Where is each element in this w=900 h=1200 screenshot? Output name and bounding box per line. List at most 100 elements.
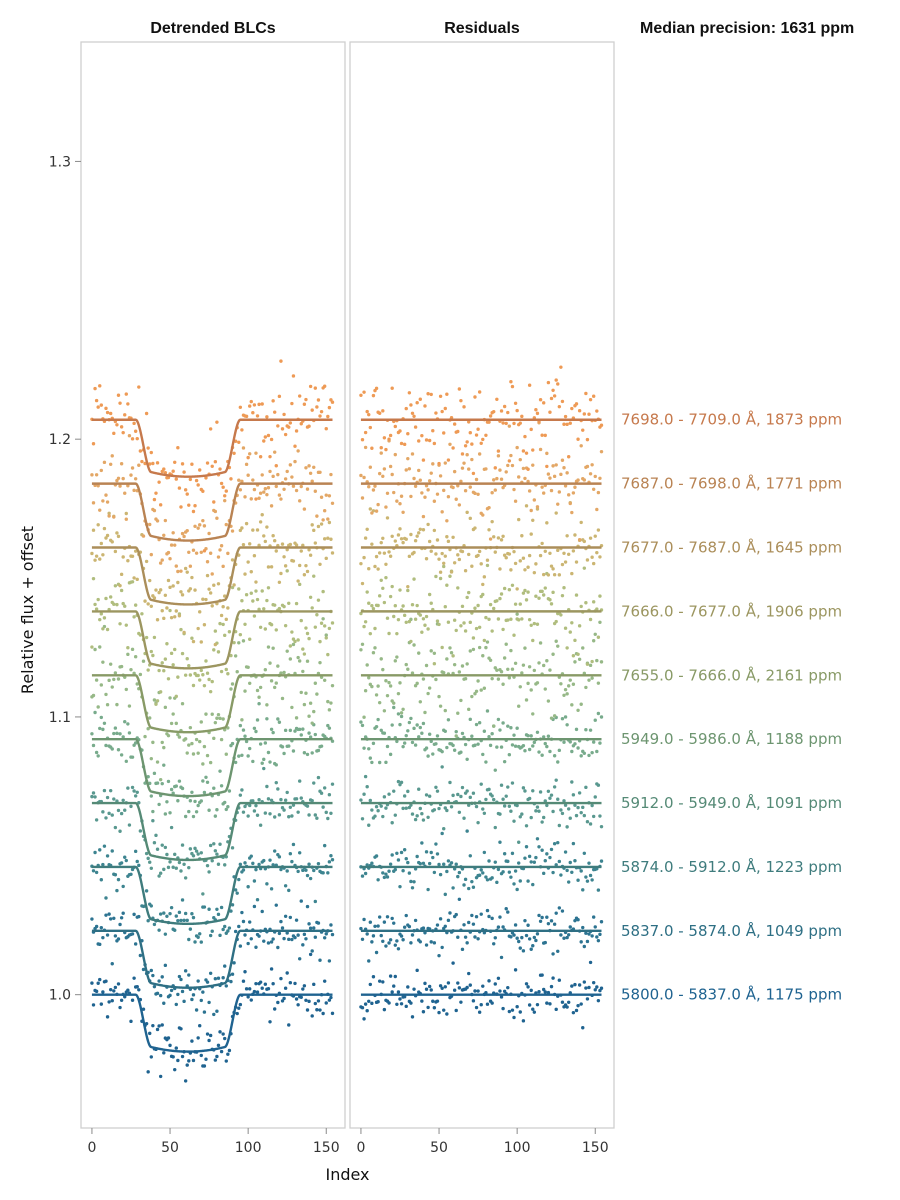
residual-point xyxy=(418,527,422,531)
data-point xyxy=(216,862,221,866)
data-point xyxy=(305,1008,310,1012)
residual-point xyxy=(421,721,426,726)
residual-point xyxy=(593,795,597,799)
data-point xyxy=(273,815,277,819)
data-point xyxy=(241,919,246,924)
residual-point xyxy=(582,851,587,856)
data-point xyxy=(248,987,252,991)
data-point xyxy=(269,565,274,569)
data-point xyxy=(265,525,269,529)
x-tick-label: 50 xyxy=(430,1140,448,1156)
residual-point xyxy=(465,829,469,833)
data-point xyxy=(91,442,96,446)
residual-point xyxy=(471,636,476,640)
residual-point xyxy=(442,431,446,435)
transit-model-line xyxy=(91,865,333,926)
residual-point xyxy=(507,588,512,592)
data-point xyxy=(124,759,128,764)
data-point xyxy=(174,564,178,568)
data-point xyxy=(269,967,274,971)
data-point xyxy=(94,398,99,403)
data-point xyxy=(98,557,102,561)
residual-point xyxy=(520,534,524,538)
residual-point xyxy=(593,925,597,929)
residual-point xyxy=(590,659,594,664)
data-point xyxy=(188,673,193,677)
residual-point xyxy=(559,365,563,369)
data-point xyxy=(98,848,102,852)
residual-point xyxy=(399,780,404,785)
residual-point xyxy=(499,745,504,749)
data-point xyxy=(327,998,332,1002)
data-point xyxy=(118,922,122,927)
residual-point xyxy=(584,727,588,732)
residual-point xyxy=(413,617,418,621)
residual-point xyxy=(421,818,426,822)
residual-point xyxy=(529,988,533,993)
data-point xyxy=(119,916,124,920)
residual-point xyxy=(538,641,543,645)
residual-point xyxy=(388,938,393,942)
residual-point xyxy=(557,859,562,864)
residual-point xyxy=(371,488,376,492)
data-point xyxy=(107,1000,111,1004)
residual-point xyxy=(398,429,402,433)
residual-point xyxy=(368,425,373,430)
data-point xyxy=(238,793,243,797)
residual-point xyxy=(501,534,505,538)
data-point xyxy=(294,997,299,1001)
residual-point xyxy=(379,540,383,545)
data-point xyxy=(173,647,177,652)
data-point xyxy=(194,849,199,853)
residual-point xyxy=(474,722,479,727)
data-point xyxy=(329,995,333,1000)
residual-point xyxy=(557,490,562,494)
residual-point xyxy=(367,823,371,827)
residual-point xyxy=(409,494,413,499)
data-point xyxy=(227,926,232,930)
residual-point xyxy=(460,549,465,554)
residual-point xyxy=(585,662,590,666)
residual-point xyxy=(542,987,546,992)
data-point xyxy=(230,741,235,746)
data-point xyxy=(258,685,263,690)
data-point xyxy=(216,976,221,980)
residual-point xyxy=(376,809,380,813)
data-point xyxy=(274,903,278,907)
residual-point xyxy=(510,1008,515,1012)
data-point xyxy=(230,846,235,850)
data-point xyxy=(90,473,94,477)
data-point xyxy=(277,394,282,399)
residual-point xyxy=(474,477,479,482)
data-point xyxy=(168,585,172,590)
data-point xyxy=(304,563,308,568)
data-point xyxy=(205,573,210,578)
data-point xyxy=(271,863,275,867)
data-point xyxy=(287,815,291,819)
data-point xyxy=(212,500,216,504)
data-point xyxy=(199,720,203,724)
data-point xyxy=(151,818,155,823)
data-point xyxy=(266,486,271,490)
residual-point xyxy=(388,464,393,469)
data-point xyxy=(177,779,182,783)
residual-point xyxy=(562,740,566,744)
data-point xyxy=(310,1014,314,1018)
data-point xyxy=(263,741,268,745)
data-point xyxy=(255,597,260,602)
residual-point xyxy=(524,845,529,849)
data-point xyxy=(104,406,108,411)
data-point xyxy=(260,986,264,990)
residual-point xyxy=(374,509,379,513)
residual-point xyxy=(506,785,510,789)
residual-point xyxy=(492,606,496,611)
data-point xyxy=(251,411,255,415)
data-point xyxy=(263,811,268,815)
data-point xyxy=(263,539,268,544)
data-point xyxy=(123,855,127,859)
data-point xyxy=(324,633,328,637)
data-point xyxy=(180,843,185,847)
data-point xyxy=(101,862,105,867)
residual-point xyxy=(387,631,391,636)
